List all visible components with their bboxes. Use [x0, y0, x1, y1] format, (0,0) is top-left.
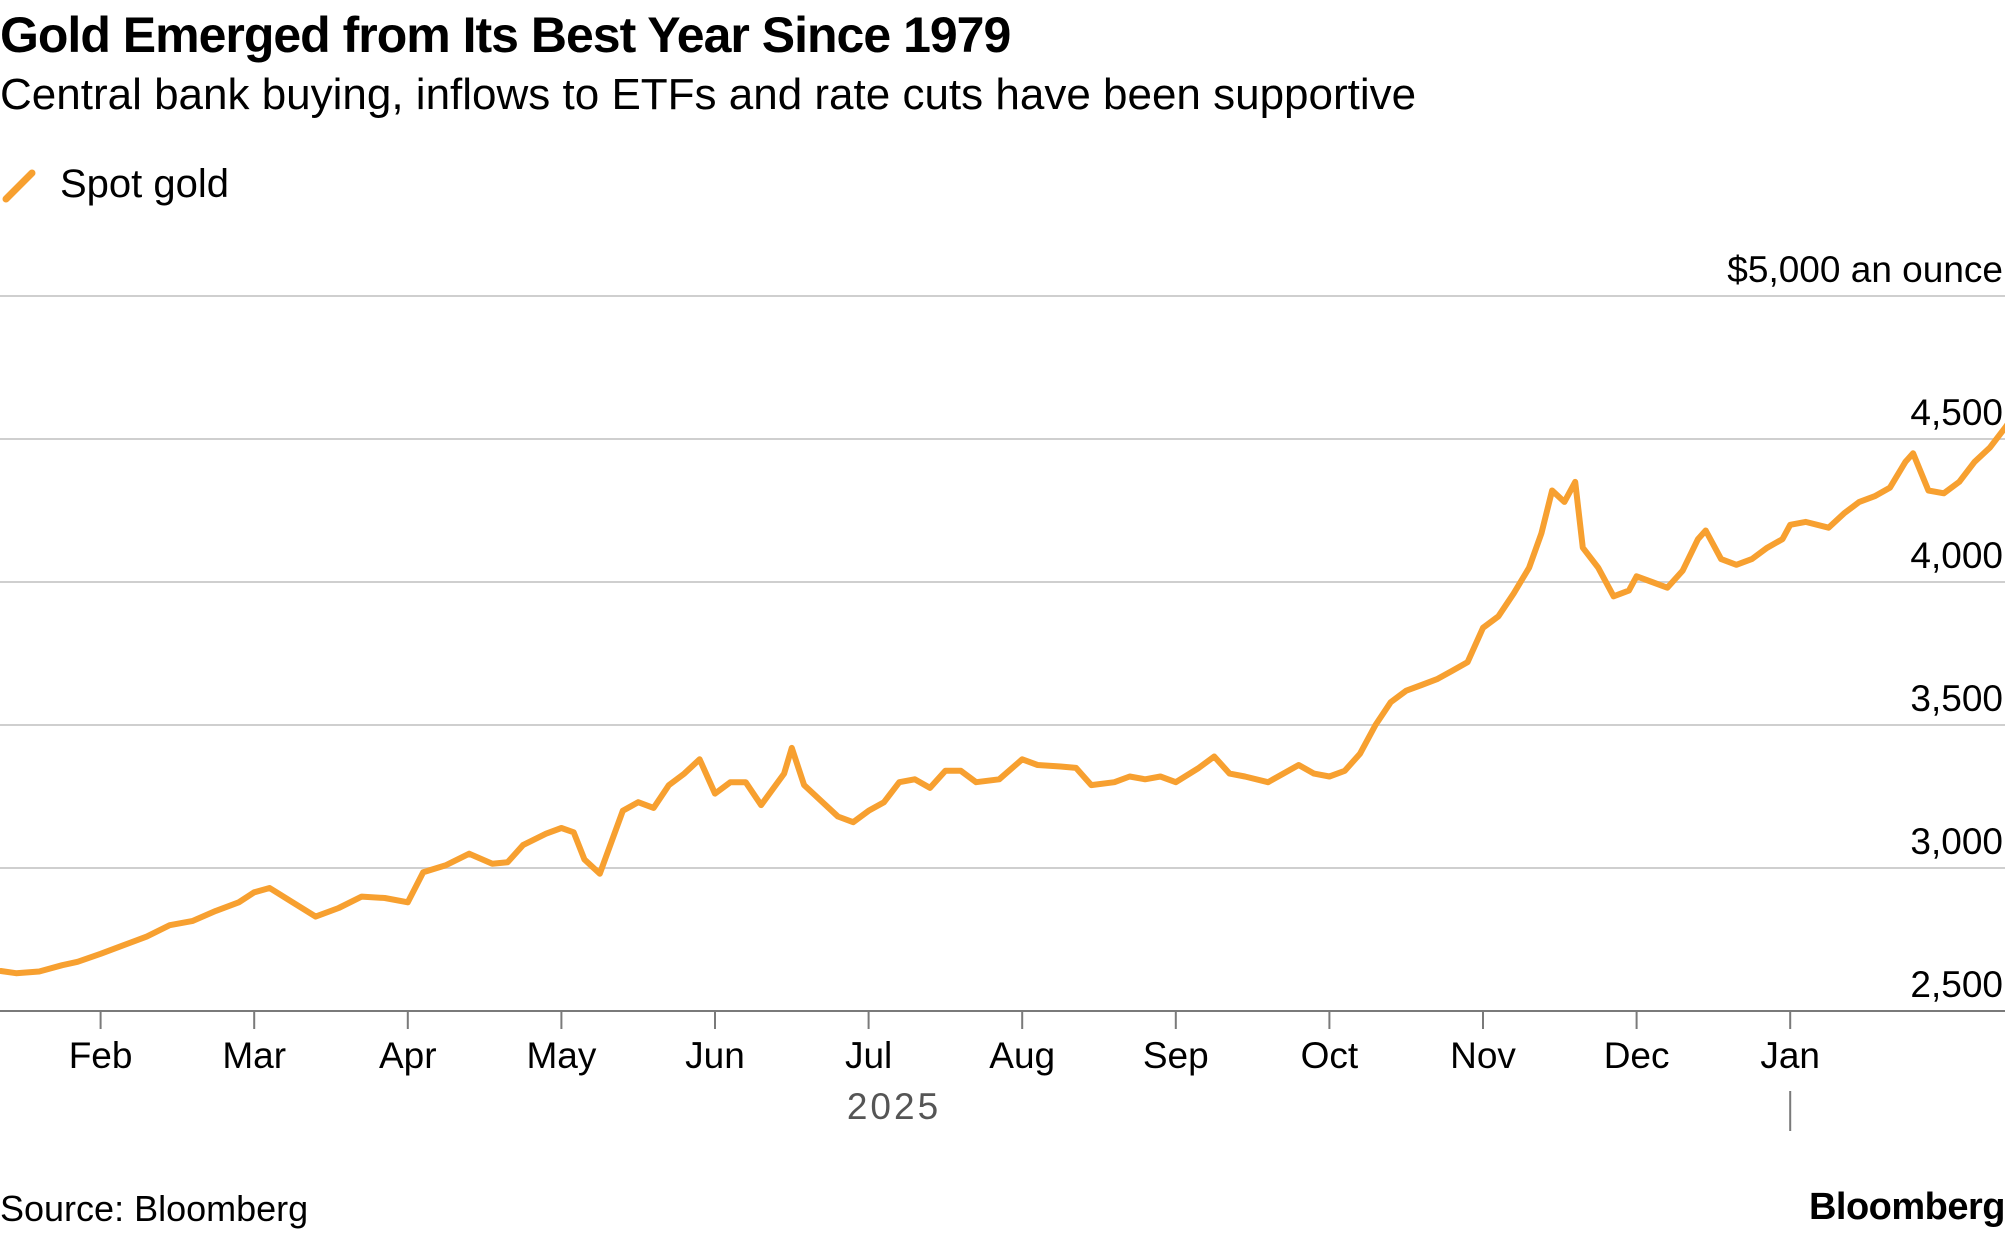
chart-title: Gold Emerged from Its Best Year Since 19…	[0, 7, 1011, 63]
series-layer	[0, 422, 2005, 977]
x-tick-label: Feb	[69, 1035, 133, 1076]
x-tick-label: Nov	[1450, 1035, 1516, 1076]
x-tick-label: Dec	[1604, 1035, 1670, 1076]
x-tick-label: Mar	[222, 1035, 286, 1076]
source-note: Source: Bloomberg	[0, 1188, 309, 1229]
y-tick-label: 4,000	[1910, 535, 2003, 576]
series-line-spot-gold	[0, 422, 2005, 977]
x-tick-label: Jun	[685, 1035, 745, 1076]
grid-layer	[0, 295, 2005, 1012]
x-tick-label: Jul	[845, 1035, 892, 1076]
y-axis-unit-label: $5,000 an ounce	[1727, 249, 2003, 290]
x-tick-label: Jan	[1760, 1035, 1820, 1076]
x-tick-label: Apr	[379, 1035, 437, 1076]
y-tick-label: 2,500	[1910, 964, 2003, 1005]
x-tick-label: Sep	[1143, 1035, 1209, 1076]
x-axis-year-label: 2025	[847, 1086, 941, 1127]
label-layer: $5,000 an ounce 4,500 4,000 3,500 3,000 2,500…	[69, 249, 2003, 1127]
y-tick-label: 3,500	[1910, 678, 2003, 719]
chart-subtitle: Central bank buying, inflows to ETFs and…	[0, 70, 1417, 119]
legend: Spot gold	[0, 162, 229, 207]
brand-logo: Bloomberg	[1808, 1186, 2005, 1228]
x-tick-label: May	[526, 1035, 596, 1076]
y-tick-label: 3,000	[1910, 821, 2003, 862]
x-tick-label: Oct	[1301, 1035, 1359, 1076]
axis-layer	[99, 1011, 1792, 1131]
legend-swatch-icon	[2, 169, 36, 202]
x-tick-label: Aug	[989, 1035, 1055, 1076]
legend-label-spot-gold: Spot gold	[60, 162, 230, 206]
y-tick-label: 4,500	[1910, 392, 2003, 433]
